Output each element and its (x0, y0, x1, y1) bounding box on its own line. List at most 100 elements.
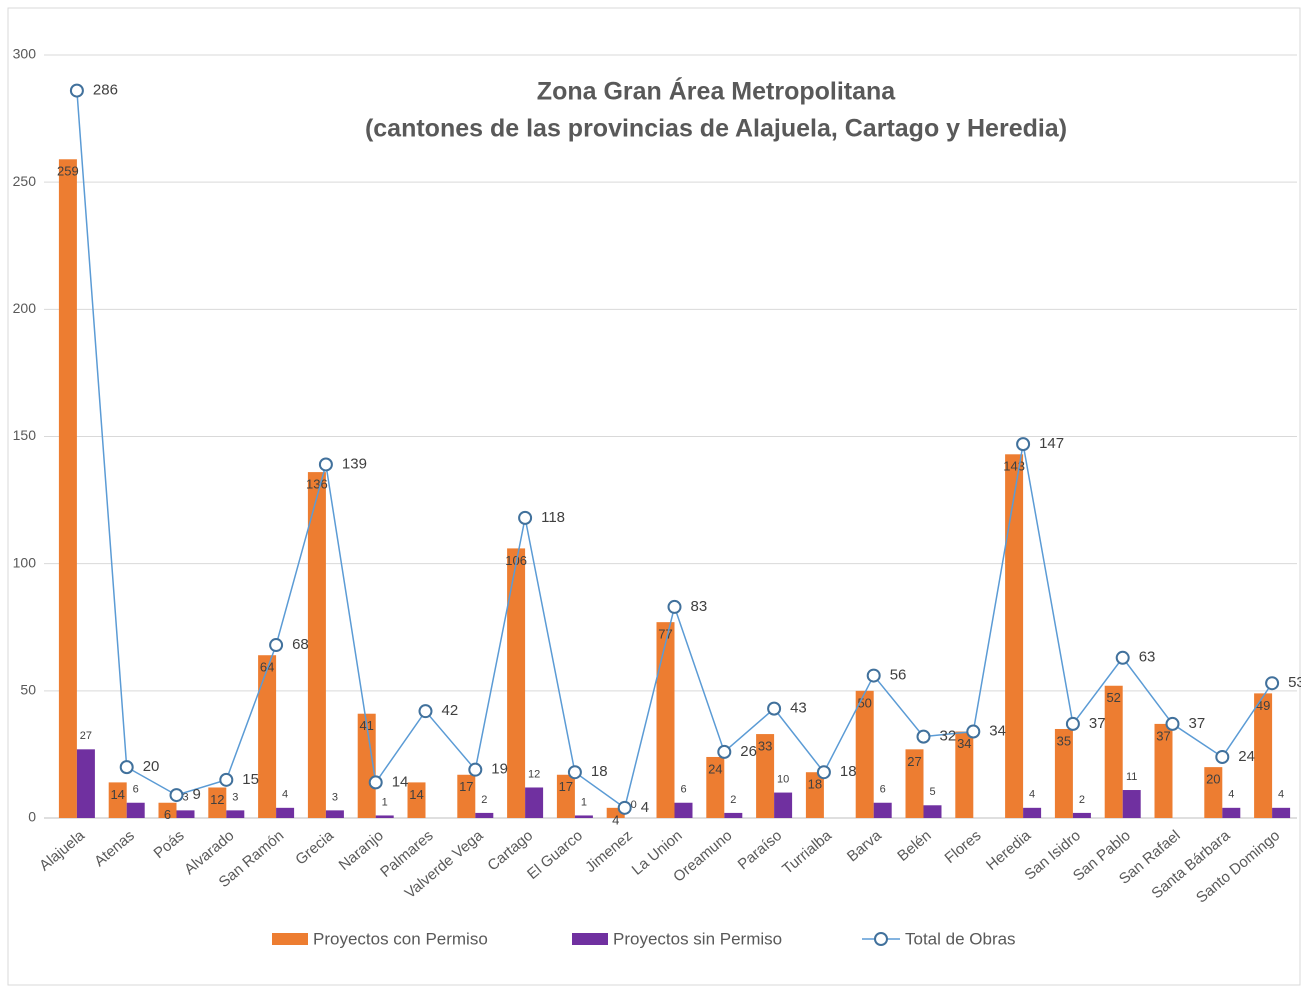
data-label: 68 (292, 636, 309, 653)
legend-marker (874, 932, 888, 946)
y-tick-label: 300 (13, 46, 37, 62)
bar (1222, 807, 1241, 818)
line-marker (717, 744, 732, 759)
data-label: 11 (1126, 771, 1137, 783)
bar (126, 802, 145, 818)
data-label: 24 (708, 761, 722, 776)
bar (905, 749, 924, 818)
bar (76, 749, 95, 818)
data-label: 32 (940, 728, 957, 745)
data-label: 52 (1106, 690, 1120, 705)
bar (525, 787, 544, 818)
data-label: 6 (880, 784, 886, 796)
bar (1254, 693, 1273, 818)
bar (208, 787, 227, 818)
line-marker (816, 765, 831, 780)
bar (1122, 790, 1141, 818)
data-label: 34 (989, 722, 1006, 739)
line-marker (1215, 749, 1230, 764)
bar (556, 774, 575, 818)
data-label: 10 (777, 773, 789, 785)
data-label: 20 (143, 758, 160, 775)
bar (873, 802, 892, 818)
legend-label: Total de Obras (905, 929, 1016, 948)
data-label: 37 (1089, 715, 1106, 732)
bar (276, 807, 295, 818)
data-label: 18 (591, 763, 608, 780)
y-tick-label: 50 (20, 682, 36, 698)
line-marker (318, 457, 333, 472)
data-label: 2 (481, 794, 487, 806)
bar (1272, 807, 1291, 818)
data-label: 136 (306, 477, 328, 492)
data-label: 83 (691, 598, 708, 615)
data-label: 4 (282, 789, 288, 801)
data-label: 4 (1029, 789, 1035, 801)
bar (1204, 767, 1223, 818)
data-label: 77 (658, 627, 672, 642)
bar (756, 734, 775, 818)
data-label: 4 (1278, 789, 1284, 801)
data-label: 64 (260, 660, 274, 675)
data-label: 3 (182, 791, 188, 803)
legend-swatch (572, 933, 608, 945)
data-label: 12 (210, 792, 224, 807)
data-label: 14 (392, 773, 409, 790)
data-label: 5 (929, 786, 935, 798)
data-label: 34 (957, 736, 971, 751)
line-marker (667, 599, 682, 614)
line-marker (567, 765, 582, 780)
line-marker (617, 800, 632, 815)
data-label: 2 (1079, 794, 1085, 806)
data-label: 3 (332, 791, 338, 803)
legend-label: Proyectos con Permiso (313, 929, 488, 948)
data-label: 37 (1189, 715, 1206, 732)
line-marker (1065, 716, 1080, 731)
line-marker (1165, 716, 1180, 731)
data-label: 14 (409, 787, 423, 802)
line-marker (269, 638, 284, 653)
bar (706, 756, 725, 818)
bar (1154, 723, 1173, 818)
data-label: 15 (242, 771, 259, 788)
data-label: 17 (459, 779, 473, 794)
chart-title: Zona Gran Área Metropolitana (537, 77, 896, 106)
bar (226, 810, 245, 818)
data-label: 143 (1003, 459, 1025, 474)
bar (475, 812, 494, 818)
data-label: 56 (890, 667, 907, 684)
data-label: 147 (1039, 435, 1064, 452)
bar (325, 810, 344, 818)
data-label: 6 (133, 784, 139, 796)
bar (923, 805, 942, 818)
y-tick-label: 200 (13, 300, 37, 316)
data-label: 139 (342, 455, 367, 472)
line-marker (866, 668, 881, 683)
line-marker (1265, 676, 1280, 691)
bar (357, 713, 376, 818)
line-marker (1016, 437, 1031, 452)
bar (158, 802, 177, 818)
bar (108, 782, 127, 818)
bar (507, 548, 526, 818)
data-label: 27 (80, 730, 92, 742)
data-label: 27 (907, 754, 921, 769)
data-label: 19 (491, 761, 508, 778)
legend-label: Proyectos sin Permiso (613, 929, 782, 948)
line-marker (767, 701, 782, 716)
bar (805, 772, 824, 818)
data-label: 118 (541, 509, 565, 526)
data-label: 24 (1238, 748, 1255, 765)
line-marker (966, 724, 981, 739)
bar (176, 810, 195, 818)
data-label: 35 (1057, 733, 1071, 748)
bar (58, 159, 77, 818)
line-marker (119, 760, 134, 775)
bar (1005, 454, 1024, 818)
legend-swatch (272, 933, 308, 945)
data-label: 259 (57, 164, 79, 179)
y-tick-label: 250 (13, 173, 37, 189)
bar (574, 815, 593, 818)
bar (1023, 807, 1042, 818)
bar (606, 807, 625, 818)
